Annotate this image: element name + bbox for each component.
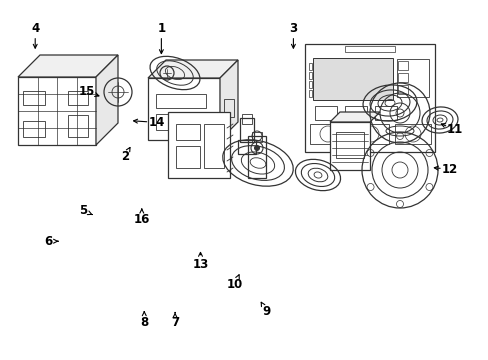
Text: 1: 1 [157,22,165,35]
Bar [176,124,200,140]
Polygon shape [168,112,229,178]
Polygon shape [96,55,118,145]
Bar [23,121,45,137]
Bar [156,114,183,130]
Bar [247,136,265,178]
Bar [68,91,88,105]
Bar [176,146,200,168]
Bar [308,63,311,70]
Text: 13: 13 [192,258,208,271]
Bar [68,115,88,137]
Text: 12: 12 [441,163,457,176]
Bar [309,124,346,144]
Polygon shape [18,77,96,145]
Polygon shape [329,112,379,122]
Bar [397,61,407,70]
Text: 5: 5 [79,204,87,217]
Bar [397,73,407,82]
Bar [397,85,407,94]
Bar [240,118,253,142]
Text: 2: 2 [121,150,128,163]
Bar [156,94,205,108]
Bar [335,132,363,158]
Polygon shape [18,55,118,77]
Text: 15: 15 [79,85,95,98]
Polygon shape [220,60,238,140]
Text: 7: 7 [171,316,179,329]
Bar [308,90,311,97]
Bar [203,124,224,168]
Bar [314,106,336,120]
Polygon shape [148,60,238,78]
Bar [242,114,251,124]
Bar [396,59,428,97]
Bar [345,106,366,120]
Bar [312,58,392,100]
Bar [305,44,434,152]
Text: 4: 4 [31,22,39,35]
Bar [238,140,256,154]
Text: 3: 3 [289,22,297,35]
Polygon shape [148,78,220,140]
Circle shape [254,145,259,150]
Text: 9: 9 [262,305,270,318]
Text: 10: 10 [226,278,243,291]
Text: 8: 8 [140,316,148,329]
Text: 14: 14 [148,116,164,129]
Bar [224,99,234,117]
Bar [308,81,311,88]
Bar [394,124,430,144]
Bar [374,106,396,120]
Polygon shape [329,122,369,170]
Bar [251,132,262,142]
Text: 11: 11 [446,123,462,136]
Text: 6: 6 [44,235,52,248]
Bar [345,46,394,52]
Text: 16: 16 [133,213,150,226]
Bar [23,91,45,105]
Bar [352,124,388,144]
Bar [308,72,311,79]
